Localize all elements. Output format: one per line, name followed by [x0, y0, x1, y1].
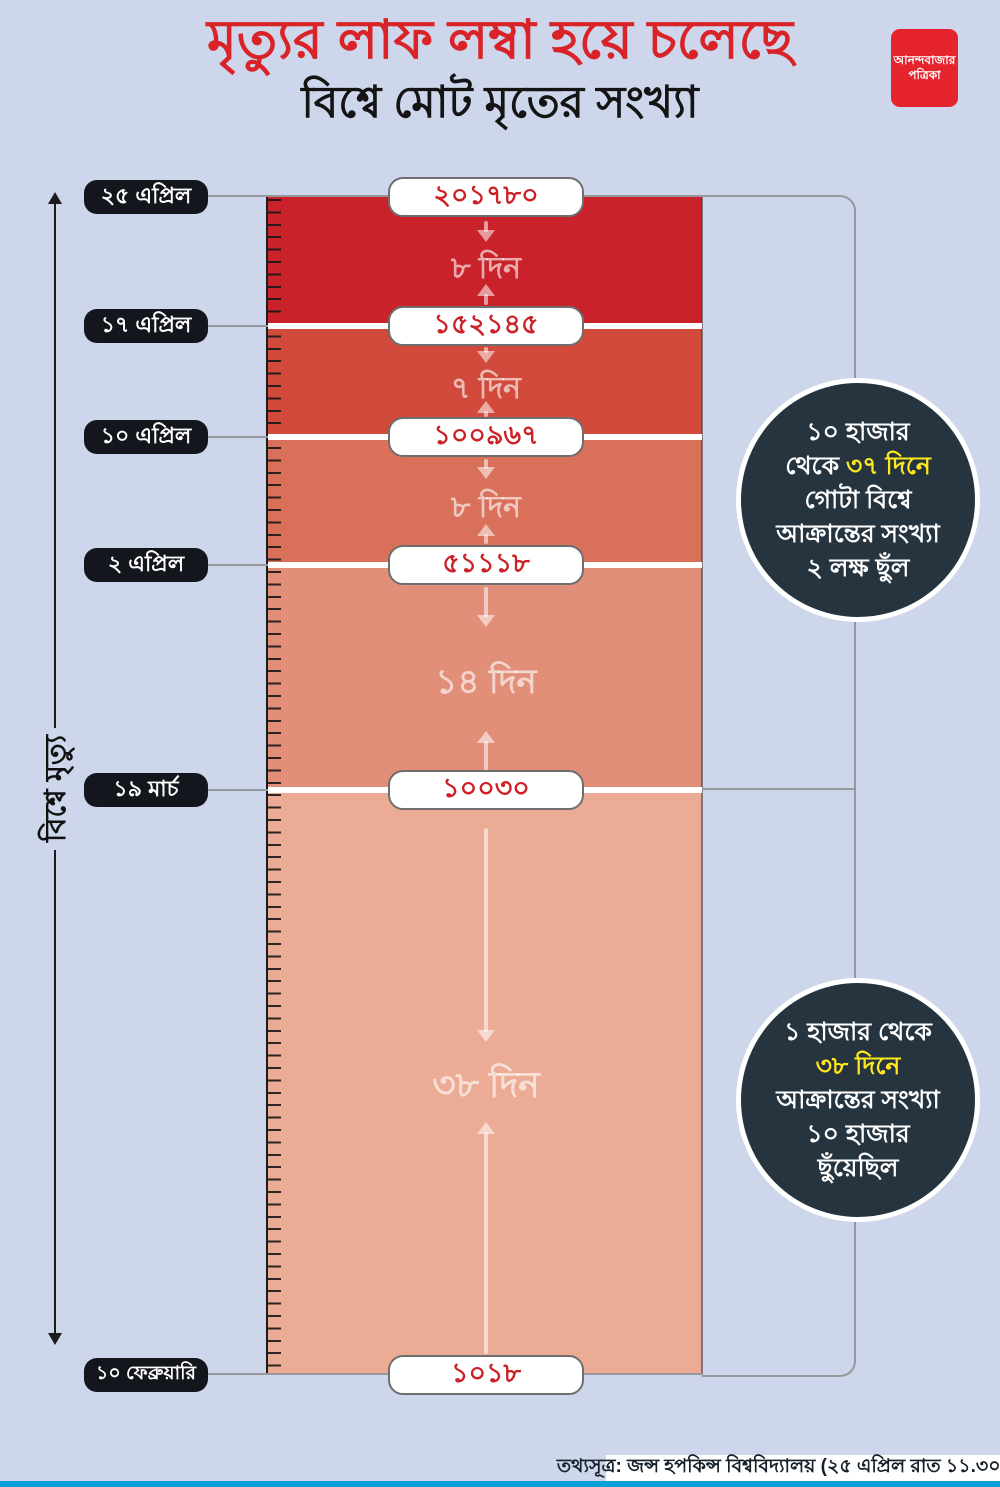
logo-text-line2: পত্রিকা [908, 68, 941, 82]
arrow-stem [484, 459, 488, 469]
date-pill-10apr: ১০ এপ্রিল [84, 420, 208, 454]
arrow-down-icon [477, 347, 495, 363]
connector-10apr [206, 436, 268, 438]
date-pill-10feb: ১০ ফেব্রুয়ারি [84, 1358, 208, 1392]
annotation-circle-37-days: ১০ হাজার থেকে ৩৭ দিনে গোটা বিশ্বে আক্রান… [736, 378, 980, 622]
interval-label-8din-top: ৮ দিন [450, 252, 522, 285]
annotation-line: আক্রান্তের সংখ্যা [776, 520, 940, 548]
source-note: তথ্যসূত্র: জন্স হপকিন্স বিশ্ববিদ্যালয় (… [557, 1455, 1000, 1481]
annotation-circle-38-days: ১ হাজার থেকে ৩৮ দিনে আক্রান্তের সংখ্যা ১… [736, 978, 980, 1222]
arrow-stem [484, 294, 488, 305]
arrow-stem [484, 534, 488, 544]
arrow-down-icon [477, 459, 495, 479]
arrow-stem [484, 411, 488, 417]
annotation-line: ছুঁয়েছিল [817, 1154, 899, 1182]
annotation-highlight: ৩৮ দিনে [815, 1052, 901, 1080]
axis-line-lower [54, 850, 56, 1333]
date-pill-17apr: ১৭ এপ্রিল [84, 309, 208, 343]
arrow-down-icon [477, 221, 495, 242]
connector-2apr [206, 564, 268, 566]
date-pill-19mar: ১৯ মার্চ [84, 773, 208, 807]
arrow-up-icon [477, 524, 495, 544]
value-pill-152145: ১৫২১৪৫ [388, 306, 584, 346]
annotation-line: ১ হাজার থেকে [784, 1018, 932, 1046]
date-pill-25apr: ২৫ এপ্রিল [84, 180, 208, 214]
annotation-text: থেকে [785, 452, 847, 480]
value-pill-100967: ১০০৯৬৭ [388, 417, 584, 457]
arrow-down-icon [477, 828, 495, 1042]
arrow-stem [484, 1132, 488, 1354]
annotation-highlight: ৩৭ দিনে [846, 452, 931, 480]
connector-19mar [206, 789, 268, 791]
arrow-stem [484, 587, 488, 617]
annotation-line: ১০ হাজার [806, 1120, 910, 1148]
axis-line-upper [54, 202, 56, 728]
axis-arrow-up-icon [48, 192, 62, 204]
connector-17apr [206, 325, 268, 327]
arrow-up-icon [477, 284, 495, 305]
interval-label-14din: ১৪ দিন [435, 663, 537, 701]
interval-label-7din: ৭ দিন [450, 372, 522, 405]
y-axis-label-text: বিশ্বে মৃত্যু [39, 734, 72, 842]
arrow-up-icon [477, 401, 495, 417]
annotation-line: গোটা বিশ্বে [804, 486, 912, 514]
arrow-stem [484, 221, 488, 232]
bracket-mid-line-19mar [702, 788, 854, 790]
arrow-down-icon [477, 587, 495, 627]
arrow-stem [484, 347, 488, 353]
y-axis-label: বিশ্বে মৃত্যু [20, 722, 90, 854]
value-pill-201780: ২০১৭৮০ [388, 177, 584, 217]
logo-text-line1: আনন্দবাজার [893, 53, 956, 67]
axis-arrow-down-icon [48, 1333, 62, 1345]
arrow-up-icon [477, 731, 495, 771]
page-title: মৃত্যুর লাফ লম্বা হয়ে চলেছে [206, 10, 794, 70]
value-pill-51118: ৫১১১৮ [388, 545, 584, 585]
footer-accent-bar [0, 1481, 1000, 1487]
arrow-stem [484, 741, 488, 771]
anandabazar-logo: আনন্দবাজার পত্রিকা [891, 29, 958, 107]
value-pill-10030: ১০০৩০ [388, 770, 584, 810]
arrow-up-icon [477, 1122, 495, 1354]
page-subtitle: বিশ্বে মোট মৃতের সংখ্যা [301, 78, 699, 127]
interval-label-8din-mid: ৮ দিন [450, 491, 522, 524]
annotation-line: ১০ হাজার [806, 418, 910, 446]
bar-left-axis-line [266, 197, 268, 1375]
annotation-line: থেকে ৩৭ দিনে [785, 449, 931, 483]
annotation-line: ২ লক্ষ ছুঁল [806, 554, 910, 582]
day-tick-marks [268, 199, 281, 1371]
date-pill-2apr: ২ এপ্রিল [84, 548, 208, 582]
value-pill-1018: ১০১৮ [388, 1355, 584, 1395]
annotation-line: আক্রান্তের সংখ্যা [776, 1086, 940, 1114]
interval-label-38din: ৩৮ দিন [432, 1064, 540, 1105]
arrow-stem [484, 828, 488, 1032]
